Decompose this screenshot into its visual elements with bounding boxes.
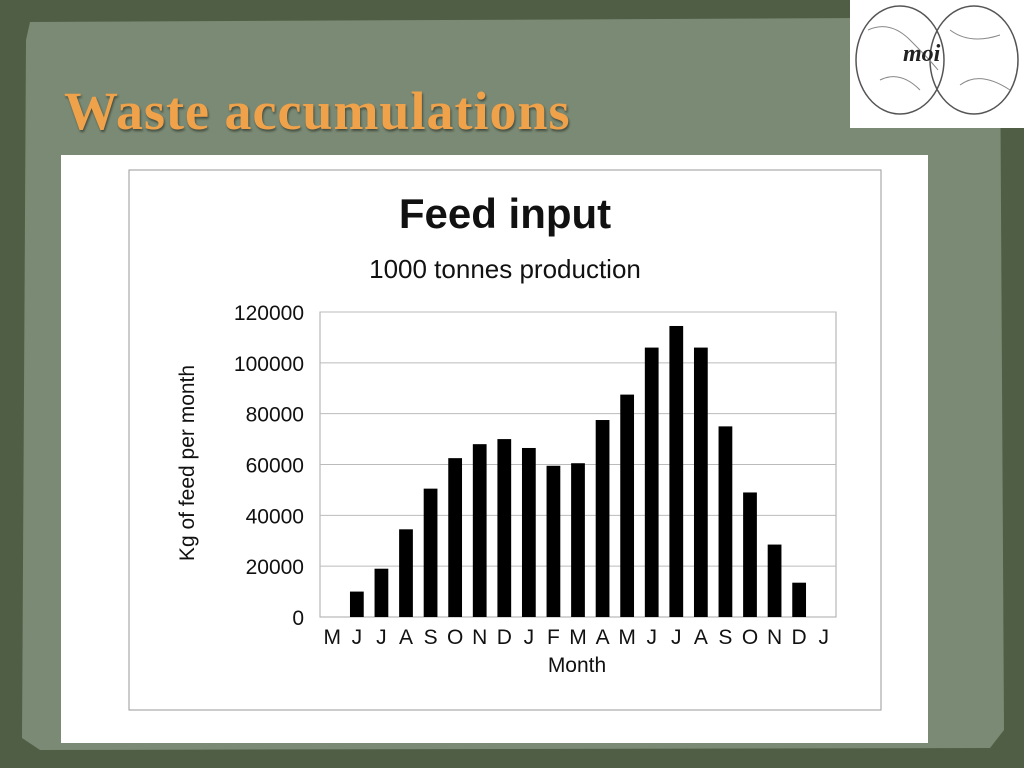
x-tick-label: A xyxy=(399,626,413,649)
bar xyxy=(620,394,635,617)
bar xyxy=(718,426,733,617)
x-tick-label: M xyxy=(569,626,587,649)
bar xyxy=(546,465,561,617)
y-tick-label: 100000 xyxy=(234,353,304,376)
chart-subtitle: 1000 tonnes production xyxy=(369,254,641,284)
x-tick-label: S xyxy=(424,626,438,649)
x-tick-label: D xyxy=(792,626,807,649)
y-tick-label: 20000 xyxy=(246,556,304,579)
x-tick-label: M xyxy=(324,626,342,649)
globe-logo-icon xyxy=(855,5,1019,115)
x-tick-label: S xyxy=(718,626,732,649)
bar xyxy=(693,347,708,617)
bar xyxy=(767,544,782,617)
bar xyxy=(743,492,757,617)
x-tick-label: J xyxy=(671,626,682,649)
chart-title: Feed input xyxy=(399,190,611,237)
x-tick-label: F xyxy=(547,626,560,649)
bar xyxy=(792,582,807,617)
x-tick-label: N xyxy=(767,626,782,649)
bar xyxy=(644,347,659,617)
y-tick-label: 0 xyxy=(292,607,304,630)
x-tick-label: D xyxy=(497,626,512,649)
bar xyxy=(571,463,585,617)
x-tick-label: O xyxy=(742,626,758,649)
logo-text: moi xyxy=(903,41,941,67)
bar xyxy=(669,325,684,617)
bar xyxy=(595,420,610,617)
bar xyxy=(399,529,413,617)
bar xyxy=(497,439,512,617)
bar xyxy=(423,488,438,617)
x-tick-label: N xyxy=(472,626,487,649)
x-tick-label: J xyxy=(376,626,387,649)
x-tick-label: J xyxy=(352,626,363,649)
slide-title: Waste accumulations xyxy=(64,81,571,141)
x-tick-label: J xyxy=(524,626,535,649)
bar xyxy=(374,568,389,617)
x-tick-label: M xyxy=(618,626,636,649)
bar-chart: Feed input 1000 tonnes production Kg of … xyxy=(128,169,882,711)
bar xyxy=(349,591,364,617)
y-axis-label: Kg of feed per month xyxy=(176,365,199,561)
x-tick-label: J xyxy=(646,626,657,649)
bar xyxy=(448,458,463,617)
moi-logo xyxy=(850,0,1024,128)
x-tick-label: O xyxy=(447,626,463,649)
x-axis-label: Month xyxy=(548,654,606,677)
x-tick-label: J xyxy=(818,626,829,649)
x-tick-label: A xyxy=(694,626,708,649)
y-tick-label: 120000 xyxy=(234,302,304,325)
y-tick-label: 60000 xyxy=(246,455,304,478)
chart-panel: Feed input 1000 tonnes production Kg of … xyxy=(61,155,928,743)
bar xyxy=(472,444,487,617)
x-tick-label: A xyxy=(596,626,610,649)
y-tick-label: 80000 xyxy=(246,404,304,427)
y-tick-label: 40000 xyxy=(246,505,304,528)
bar xyxy=(521,447,536,617)
